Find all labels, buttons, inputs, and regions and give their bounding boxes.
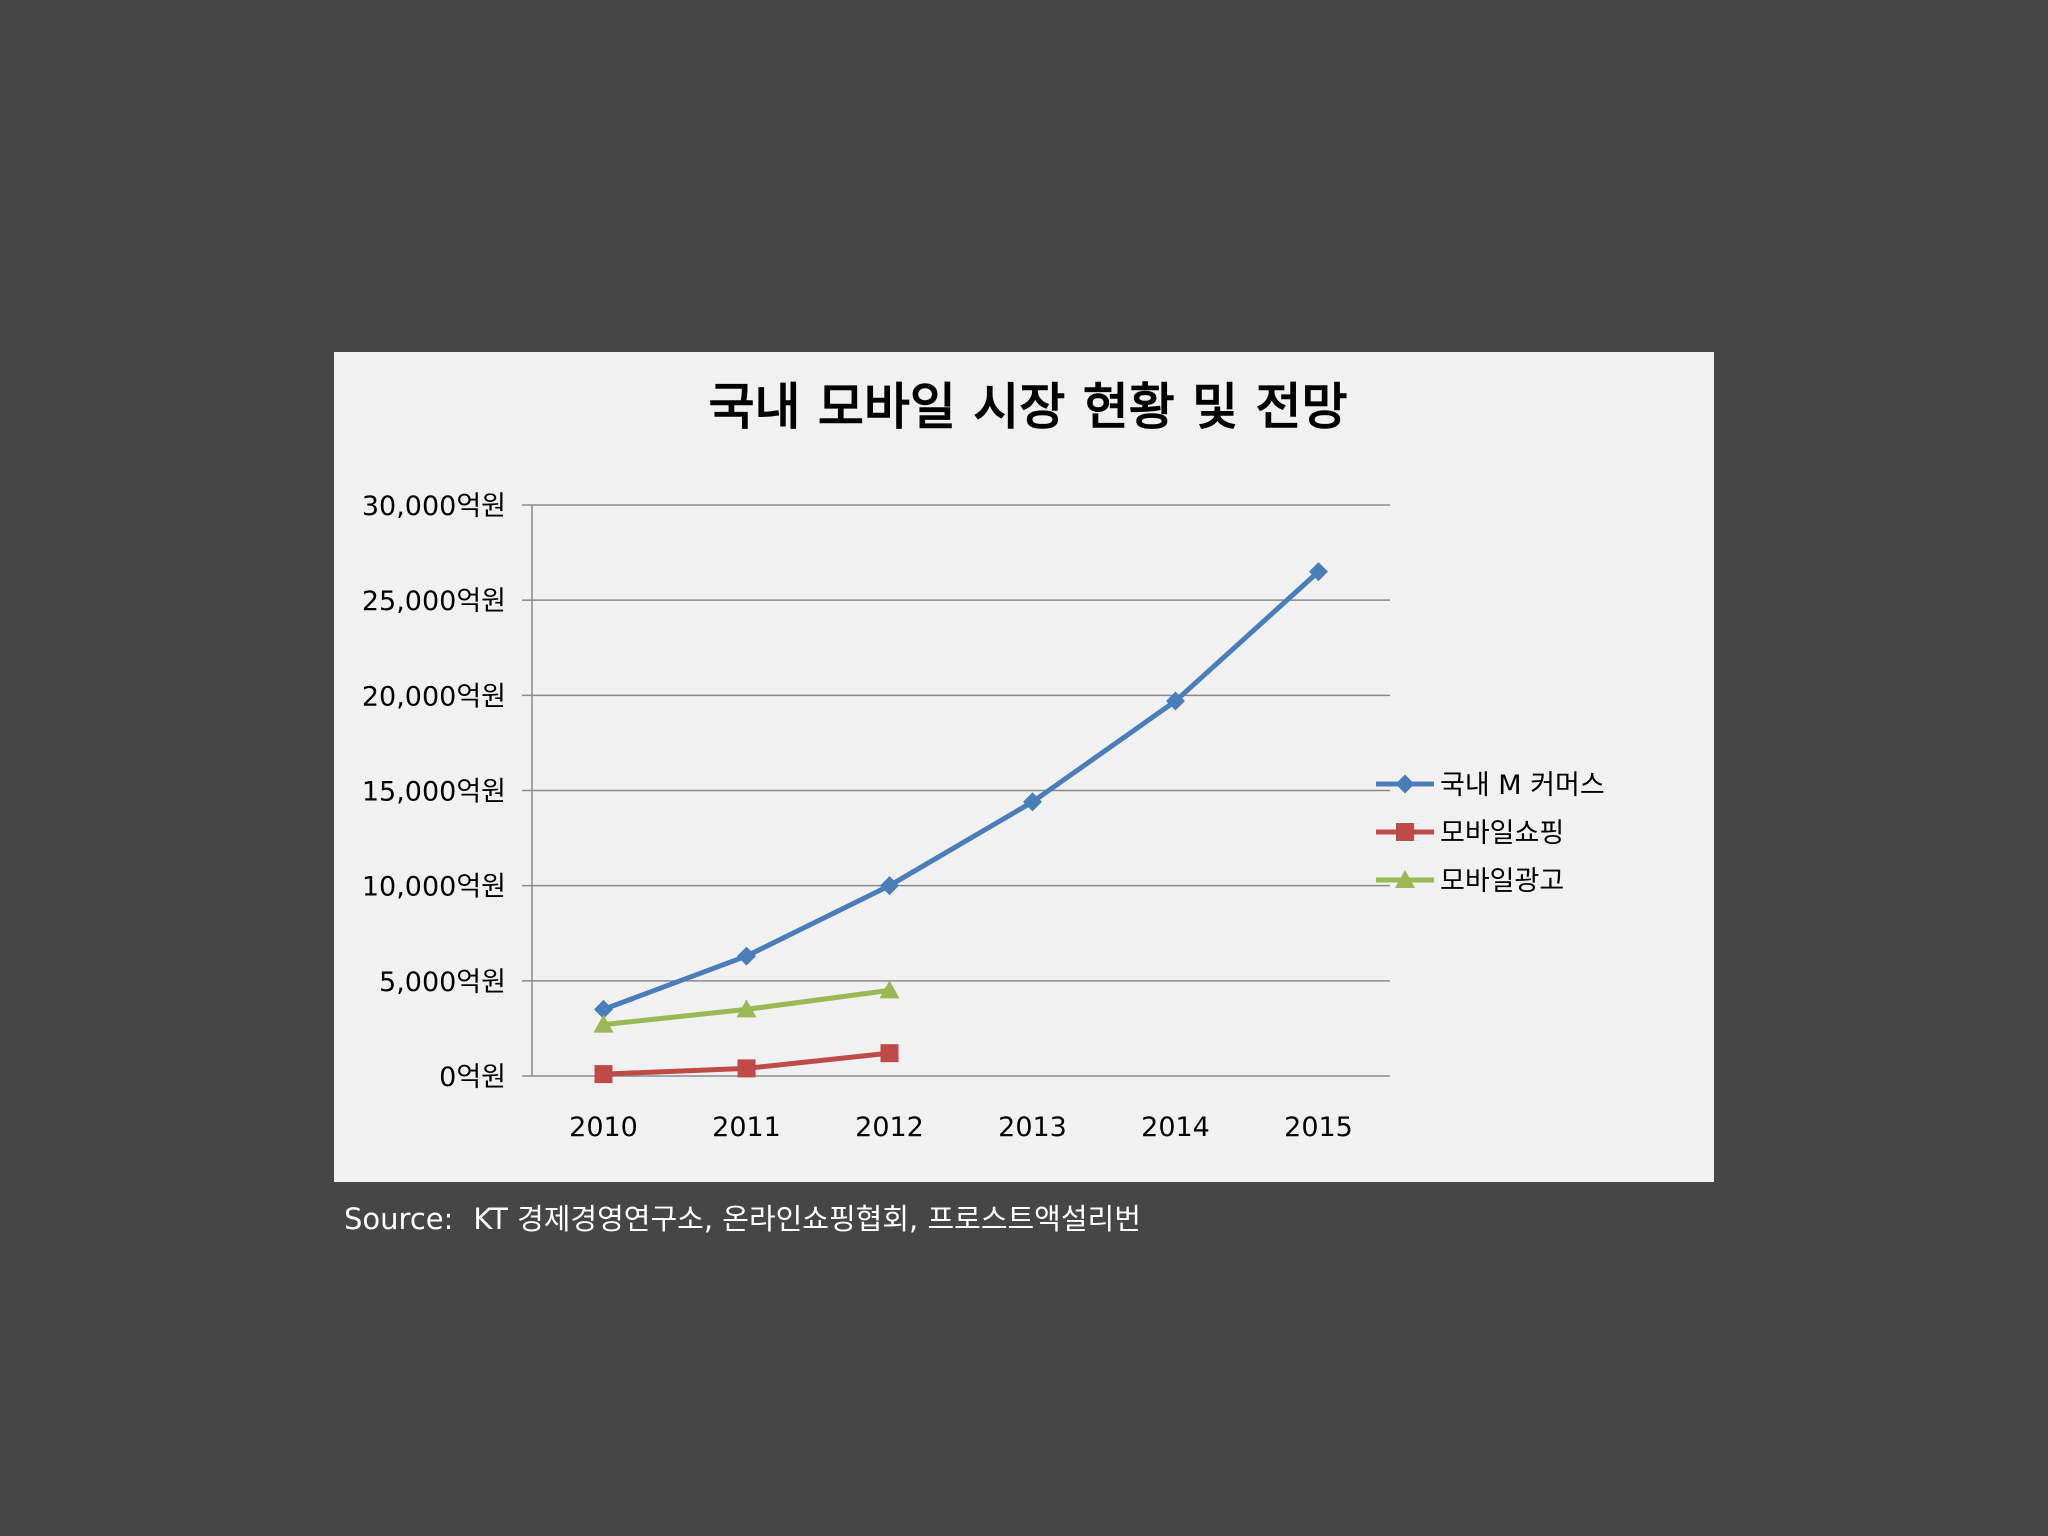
y-tick-label: 5,000억원: [379, 967, 506, 998]
source-text: KT 경제경영연구소, 온라인쇼핑협회, 프로스트액설리번: [473, 1202, 1141, 1236]
data-point: [737, 1059, 756, 1078]
x-tick-label: 2015: [1284, 1112, 1353, 1143]
line-chart: 국내 모바일 시장 현황 및 전망 0억원 5,000억원 10,000억원 15,0…: [362, 378, 1605, 1143]
data-point: [1023, 792, 1042, 812]
data-point: [593, 1014, 614, 1033]
x-tick-label: 2012: [855, 1112, 924, 1143]
data-point: [594, 1065, 613, 1084]
chart-panel: 국내 모바일 시장 현황 및 전망 0억원 5,000억원 10,000억원 15,0…: [334, 352, 1714, 1182]
data-point: [594, 999, 613, 1019]
source-label: Source:: [344, 1202, 454, 1236]
y-tick-label: 15,000억원: [362, 777, 506, 808]
data-point: [880, 1044, 899, 1063]
data-point: [880, 876, 899, 896]
x-tick-label: 2011: [712, 1112, 781, 1143]
y-tick-label: 10,000억원: [362, 872, 506, 903]
series-1: [594, 562, 1328, 1019]
y-tick-label: 20,000억원: [362, 681, 506, 712]
x-axis-labels: 2010 2011 2012 2013 2014 2015: [569, 1112, 1353, 1143]
x-tick-label: 2010: [569, 1112, 638, 1143]
data-point: [879, 980, 900, 999]
series-layer: [593, 562, 1328, 1084]
data-point: [737, 946, 756, 966]
data-point: [736, 999, 757, 1018]
legend-label: 국내 M 커머스: [1440, 770, 1605, 801]
legend-item: 모바일쇼핑: [1376, 818, 1564, 849]
legend-marker: [1395, 774, 1415, 794]
legend-item: 국내 M 커머스: [1376, 770, 1605, 801]
series-2: [594, 1044, 899, 1084]
data-point: [1166, 691, 1185, 711]
axis-layer: [522, 504, 533, 1077]
legend-marker: [1395, 870, 1415, 888]
y-tick-label: 30,000억원: [362, 491, 506, 522]
legend-marker: [1396, 823, 1414, 841]
chart-title: 국내 모바일 시장 현황 및 전망: [708, 378, 1347, 436]
x-tick-label: 2013: [998, 1112, 1067, 1143]
legend-label: 모바일쇼핑: [1440, 818, 1564, 849]
y-tick-label: 0억원: [439, 1062, 506, 1093]
y-tick-label: 25,000억원: [362, 586, 506, 617]
data-point: [1309, 562, 1328, 582]
source-line: Source: KT 경제경영연구소, 온라인쇼핑협회, 프로스트액설리번: [344, 1196, 1141, 1238]
legend-label: 모바일광고: [1440, 866, 1564, 897]
x-tick-label: 2014: [1141, 1112, 1210, 1143]
legend-item: 모바일광고: [1376, 866, 1564, 897]
series-3: [593, 980, 900, 1033]
series-line: [601, 569, 1321, 1012]
y-axis-labels: 0억원 5,000억원 10,000억원 15,000억원 20,000억원 25,000…: [362, 491, 506, 1093]
